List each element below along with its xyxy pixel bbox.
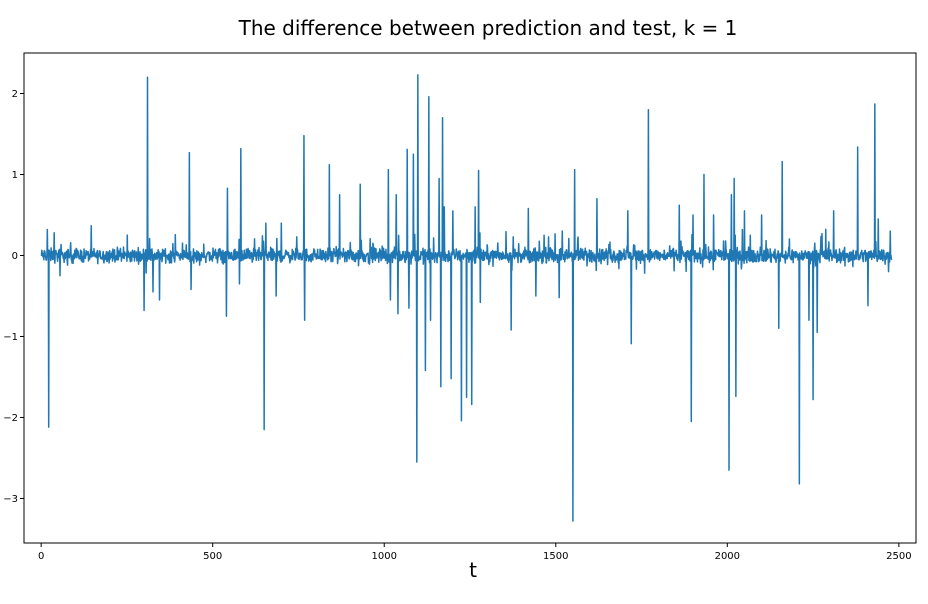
x-tick-label: 1000	[372, 551, 397, 562]
plot-frame	[23, 52, 917, 544]
y-tick-label: −3	[3, 494, 18, 505]
y-tick-label: −2	[3, 413, 18, 424]
series-line	[40, 74, 893, 522]
x-tick-label: 2500	[886, 551, 911, 562]
x-axis-label: t	[469, 558, 477, 582]
y-tick-label: 2	[12, 89, 18, 100]
x-tick-label: 0	[38, 551, 44, 562]
y-tick-label: 0	[12, 251, 18, 262]
x-tick-label: 500	[203, 551, 222, 562]
x-axis: 0 500 1000 1500 2000 2500	[38, 543, 912, 562]
plot-area	[40, 74, 893, 522]
x-tick-label: 1500	[543, 551, 568, 562]
y-tick-label: −1	[3, 332, 18, 343]
chart-title: The difference between prediction and te…	[238, 16, 738, 40]
y-axis: 2 1 0 −1 −2 −3	[3, 89, 24, 505]
y-tick-label: 1	[12, 170, 18, 181]
x-tick-label: 2000	[715, 551, 740, 562]
